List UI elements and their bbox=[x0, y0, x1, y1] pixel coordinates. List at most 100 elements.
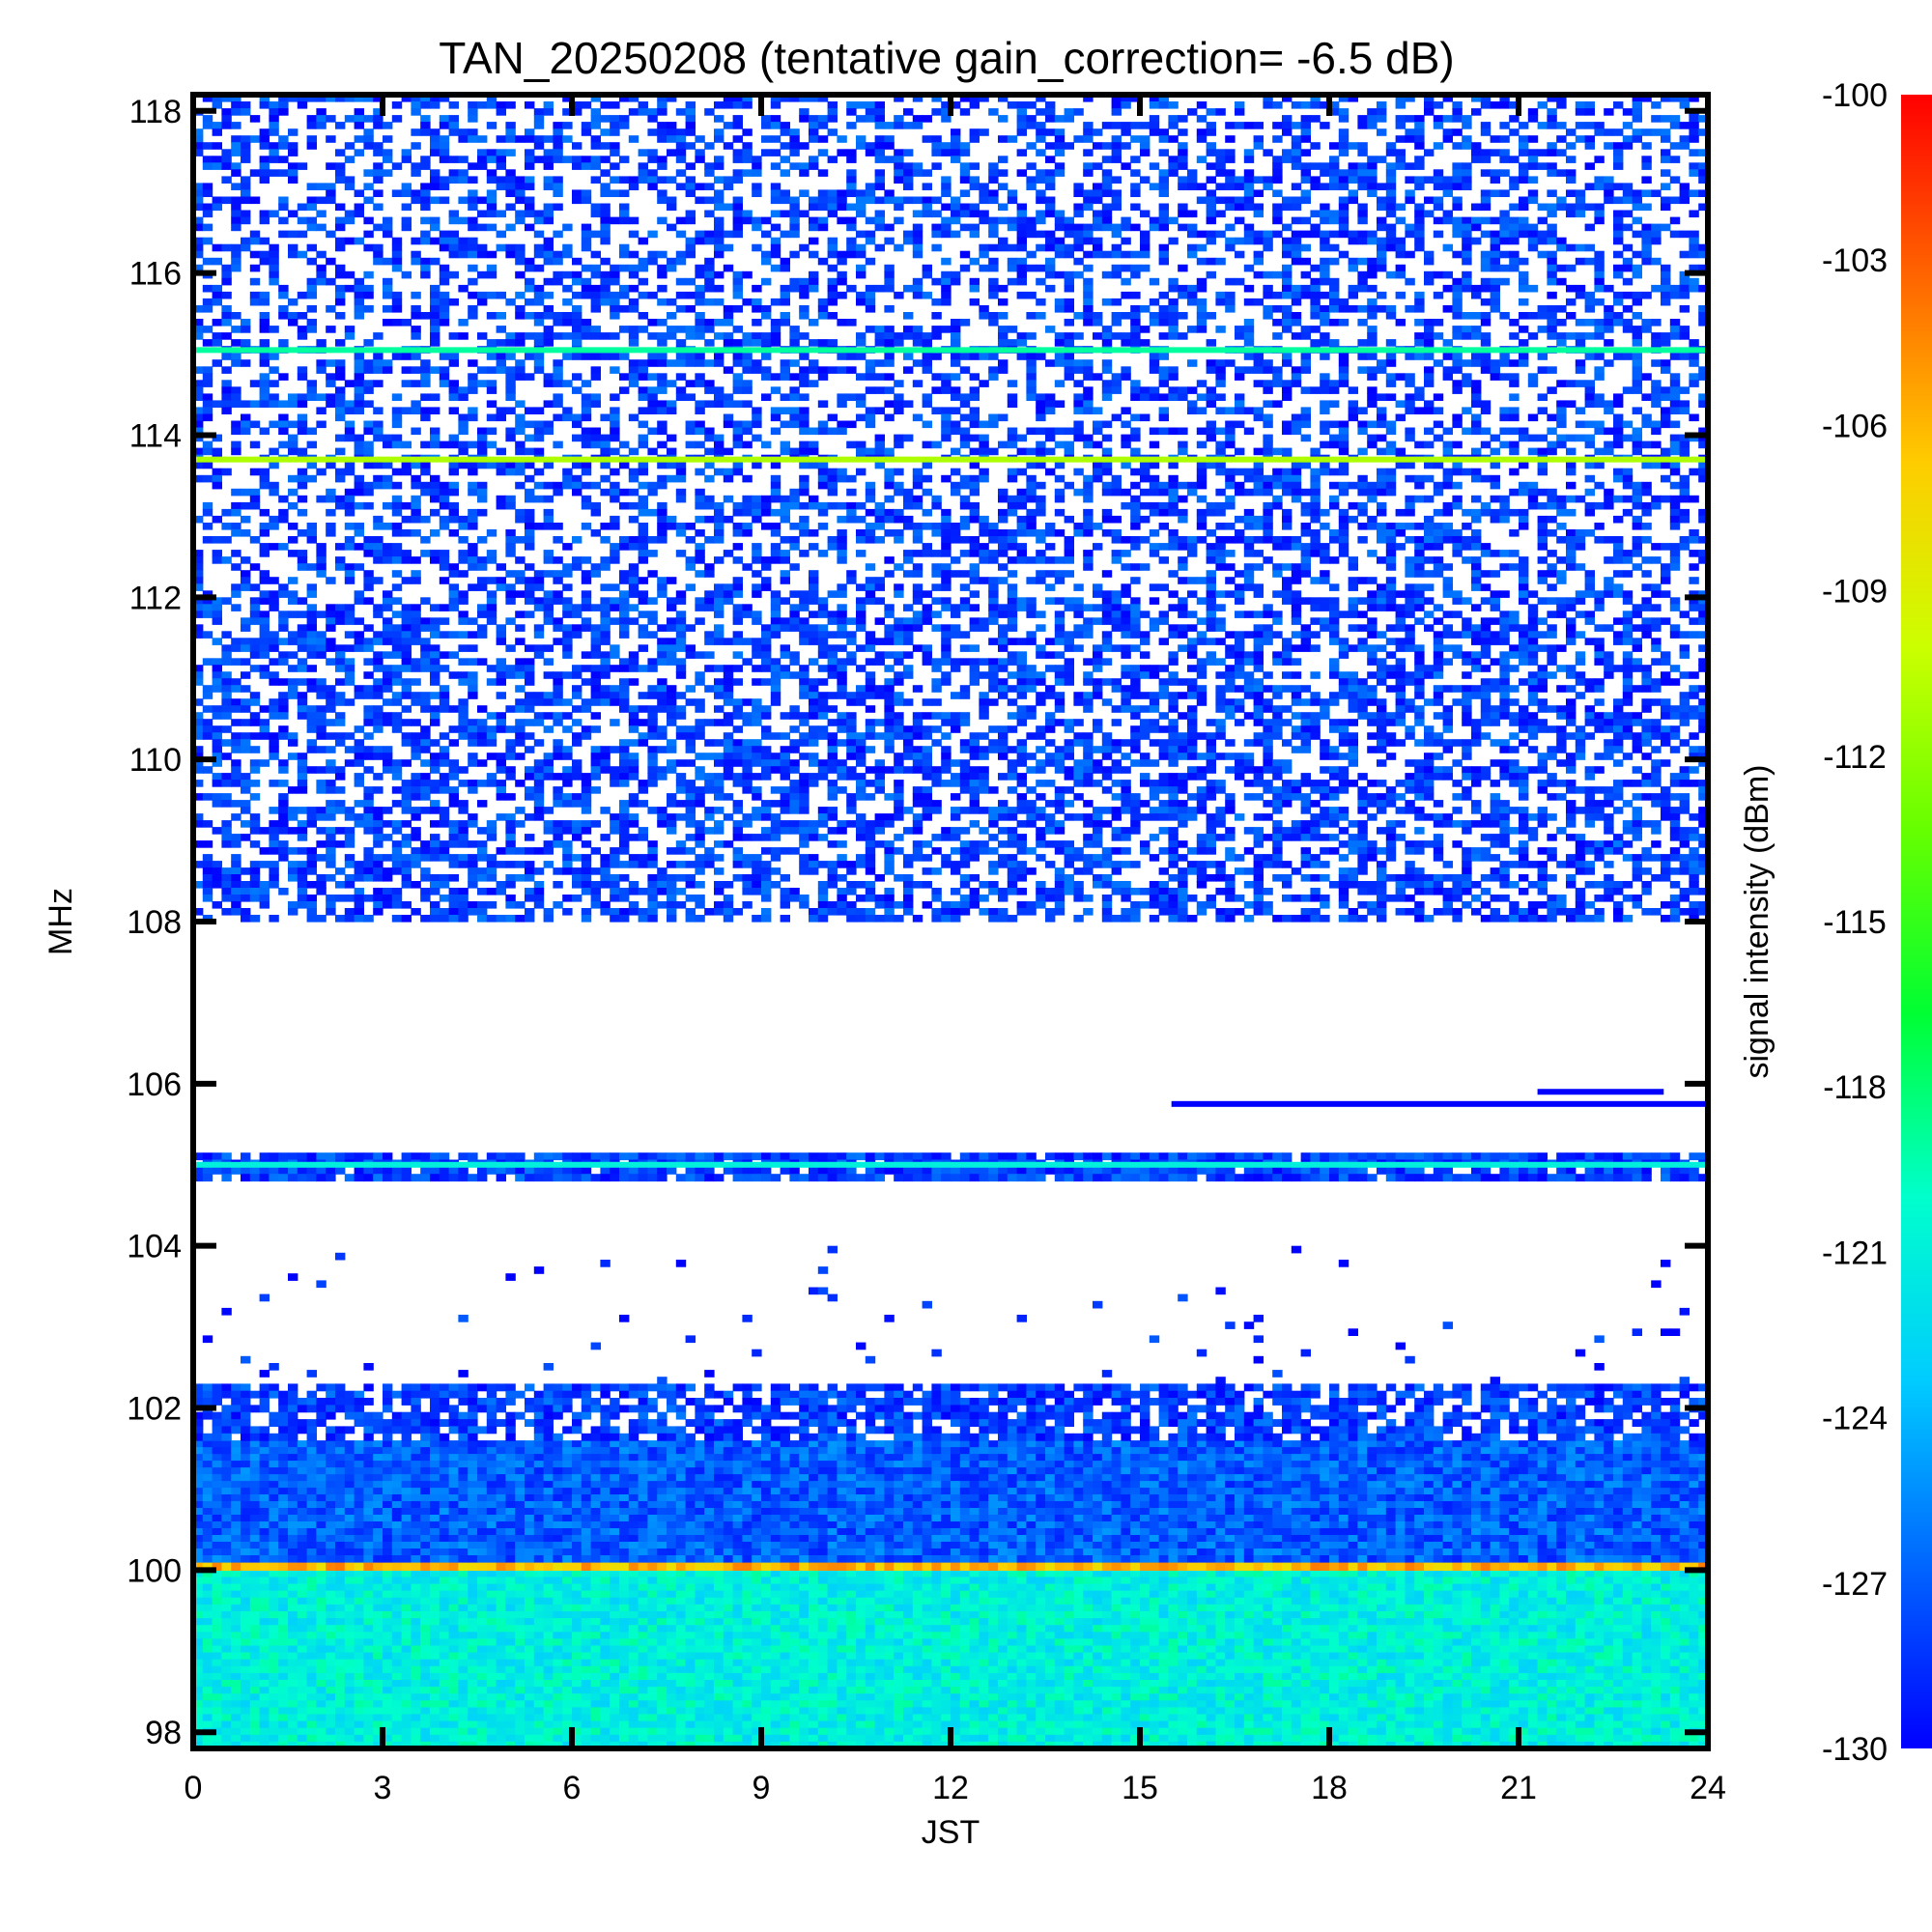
heatmap-cell bbox=[1527, 1590, 1539, 1599]
heatmap-cell bbox=[1414, 1665, 1425, 1674]
heatmap-cell bbox=[969, 1632, 980, 1639]
heatmap-cell bbox=[951, 1447, 961, 1455]
heatmap-cell bbox=[1499, 1454, 1510, 1462]
heatmap-cell bbox=[1679, 1447, 1690, 1455]
heatmap-cell bbox=[1414, 1583, 1425, 1592]
heatmap-cell bbox=[770, 1604, 781, 1612]
heatmap-cell bbox=[1206, 1707, 1216, 1716]
heatmap-cell bbox=[1651, 1570, 1662, 1578]
heatmap-cell bbox=[1168, 1734, 1179, 1743]
heatmap-cell bbox=[391, 1734, 403, 1743]
heatmap-cell bbox=[193, 1741, 204, 1749]
heatmap-cell bbox=[1395, 1632, 1406, 1639]
heatmap-cell bbox=[1471, 1720, 1482, 1729]
heatmap-cell bbox=[1480, 1707, 1492, 1716]
heatmap-cell bbox=[212, 1714, 222, 1722]
heatmap-cell bbox=[221, 1680, 232, 1688]
heatmap-cell bbox=[1073, 1741, 1084, 1749]
heatmap-cell bbox=[856, 1652, 867, 1661]
heatmap-cell bbox=[1291, 1618, 1302, 1626]
heatmap-cell bbox=[619, 1665, 630, 1674]
heatmap-cell bbox=[667, 1618, 677, 1626]
heatmap-cell bbox=[959, 1440, 971, 1448]
heatmap-cell bbox=[780, 1625, 790, 1633]
heatmap-cell bbox=[846, 1597, 857, 1605]
heatmap-cell bbox=[998, 1461, 1009, 1468]
heatmap-cell bbox=[1168, 1461, 1179, 1468]
heatmap-cell bbox=[742, 1577, 753, 1585]
heatmap-cell bbox=[212, 1590, 222, 1599]
heatmap-cell bbox=[1291, 1604, 1302, 1612]
heatmap-cell bbox=[941, 1687, 952, 1694]
heatmap-cell bbox=[1395, 1454, 1406, 1462]
heatmap-cell bbox=[619, 1570, 630, 1578]
heatmap-cell bbox=[259, 1461, 270, 1468]
heatmap-cell bbox=[1613, 1611, 1624, 1619]
heatmap-cell bbox=[874, 1570, 885, 1578]
heatmap-cell bbox=[761, 1577, 772, 1585]
heatmap-cell bbox=[789, 1707, 800, 1716]
heatmap-cell bbox=[1338, 1618, 1350, 1626]
heatmap-cell bbox=[1329, 1611, 1340, 1619]
heatmap-cell bbox=[1140, 1590, 1151, 1599]
heatmap-cell bbox=[1140, 1597, 1151, 1605]
heatmap-cell bbox=[969, 1570, 980, 1578]
heatmap-cell bbox=[1187, 1454, 1198, 1462]
heatmap-cell bbox=[344, 1700, 355, 1708]
heatmap-cell bbox=[770, 1618, 781, 1626]
heatmap-cell bbox=[610, 1604, 620, 1612]
heatmap-cell bbox=[496, 1590, 506, 1599]
heatmap-cell bbox=[752, 1604, 762, 1612]
heatmap-cell bbox=[1414, 1638, 1425, 1647]
heatmap-cell bbox=[430, 1700, 440, 1708]
heatmap-cell bbox=[780, 1440, 790, 1448]
heatmap-cell bbox=[448, 1720, 459, 1729]
heatmap-cell bbox=[675, 1447, 687, 1455]
heatmap-cell bbox=[581, 1570, 592, 1578]
heatmap-cell bbox=[988, 1665, 999, 1674]
heatmap-cell bbox=[1433, 1597, 1444, 1605]
heatmap-cell bbox=[1405, 1625, 1415, 1633]
heatmap-cell bbox=[1026, 1577, 1037, 1585]
heatmap-cell bbox=[1689, 1638, 1699, 1647]
heatmap-cell bbox=[212, 1665, 222, 1674]
heatmap-cell bbox=[1452, 1659, 1463, 1667]
heatmap-cell bbox=[1433, 1577, 1444, 1585]
heatmap-cell bbox=[249, 1659, 261, 1667]
heatmap-cell bbox=[647, 1597, 658, 1605]
heatmap-cell bbox=[1622, 1570, 1634, 1578]
heatmap-cell bbox=[420, 1570, 431, 1578]
heatmap-cell bbox=[439, 1562, 450, 1571]
heatmap-cell bbox=[562, 1597, 573, 1605]
heatmap-cell bbox=[212, 1625, 222, 1633]
heatmap-cell bbox=[249, 1714, 261, 1722]
heatmap-cell bbox=[1130, 1454, 1141, 1462]
heatmap-cell bbox=[1272, 1700, 1283, 1708]
heatmap-cell bbox=[1661, 1741, 1671, 1749]
heatmap-cell bbox=[1225, 1659, 1236, 1667]
heatmap-cell bbox=[1036, 1672, 1046, 1681]
heatmap-cell bbox=[1291, 1659, 1302, 1667]
heatmap-cell bbox=[525, 1577, 535, 1585]
heatmap-cell bbox=[667, 1700, 677, 1708]
heatmap-cell bbox=[799, 1665, 810, 1674]
heatmap-cell bbox=[1395, 1659, 1406, 1667]
heatmap-cell bbox=[1206, 1570, 1216, 1578]
heatmap-cell bbox=[1253, 1652, 1264, 1661]
heatmap-cell bbox=[1661, 1447, 1671, 1455]
heatmap-cell bbox=[884, 1727, 895, 1736]
heatmap-cell bbox=[259, 1590, 270, 1599]
heatmap-cell bbox=[969, 1447, 980, 1455]
heatmap-cell bbox=[619, 1734, 630, 1743]
heatmap-cell bbox=[761, 1652, 772, 1661]
heatmap-cell bbox=[1547, 1672, 1557, 1681]
heatmap-cell bbox=[193, 1665, 204, 1674]
heatmap-cell bbox=[865, 1440, 876, 1448]
heatmap-cell bbox=[638, 1611, 648, 1619]
heatmap-cell bbox=[1669, 1727, 1681, 1736]
heatmap-cell bbox=[448, 1652, 459, 1661]
heatmap-cell bbox=[789, 1604, 800, 1612]
heatmap-cell bbox=[789, 1659, 800, 1667]
heatmap-cell bbox=[1016, 1700, 1027, 1708]
heatmap-cell bbox=[628, 1707, 639, 1716]
